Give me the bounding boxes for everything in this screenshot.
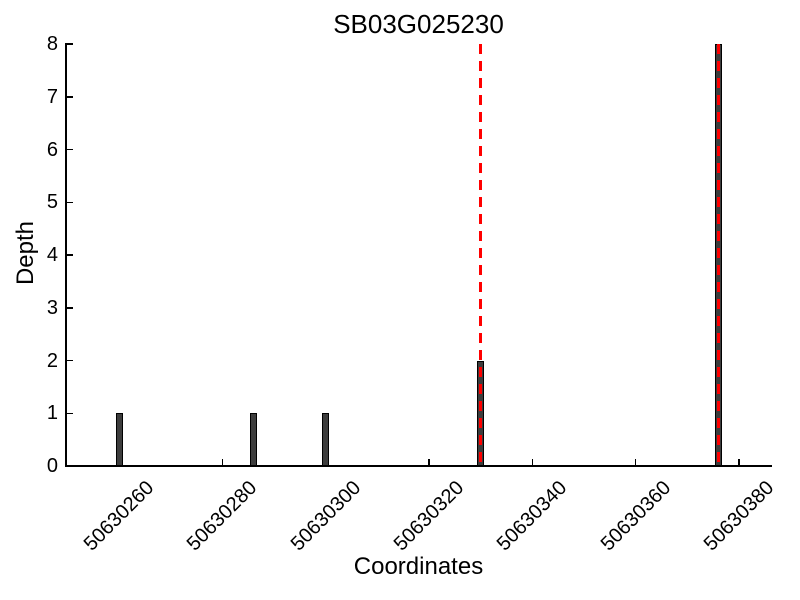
x-tick-label: 50630260 xyxy=(79,476,159,556)
depth-bar xyxy=(322,413,330,466)
x-axis-line xyxy=(65,465,772,467)
y-axis-tick xyxy=(66,307,73,309)
depth-bar xyxy=(249,413,257,466)
x-axis-tick xyxy=(738,459,740,466)
y-axis-tick xyxy=(66,359,73,362)
y-axis-tick xyxy=(66,96,73,98)
position-marker-line xyxy=(479,44,483,465)
x-axis-label: Coordinates xyxy=(353,553,484,580)
y-tick-label: 7 xyxy=(46,85,58,108)
x-axis-tick xyxy=(634,459,637,466)
x-tick-label: 50630340 xyxy=(493,476,572,556)
y-axis-tick xyxy=(66,43,73,45)
y-axis-tick xyxy=(66,254,73,256)
y-tick-label: 4 xyxy=(46,244,58,266)
y-axis-tick xyxy=(66,201,73,203)
depth-bar xyxy=(115,413,123,466)
y-axis-line xyxy=(65,43,67,467)
y-tick-label: 6 xyxy=(46,138,58,161)
y-tick-label: 8 xyxy=(46,33,58,55)
y-tick-label: 1 xyxy=(46,402,58,425)
x-axis-tick xyxy=(428,459,430,466)
x-tick-label: 50630300 xyxy=(286,476,366,556)
x-axis-tick xyxy=(531,459,534,466)
y-tick-label: 5 xyxy=(46,191,58,214)
x-tick-label: 50630380 xyxy=(699,476,779,556)
x-axis-tick xyxy=(221,459,224,466)
y-axis-tick xyxy=(66,148,73,151)
y-tick-label: 0 xyxy=(46,455,58,477)
y-tick-label: 3 xyxy=(46,296,58,319)
chart-title: SB03G025230 xyxy=(333,9,504,39)
x-tick-label: 50630280 xyxy=(183,476,262,556)
y-axis-tick xyxy=(66,412,73,414)
x-tick-label: 50630360 xyxy=(596,476,675,556)
x-tick-label: 50630320 xyxy=(389,476,469,556)
y-tick-label: 2 xyxy=(46,349,58,372)
position-marker-line xyxy=(716,44,720,465)
